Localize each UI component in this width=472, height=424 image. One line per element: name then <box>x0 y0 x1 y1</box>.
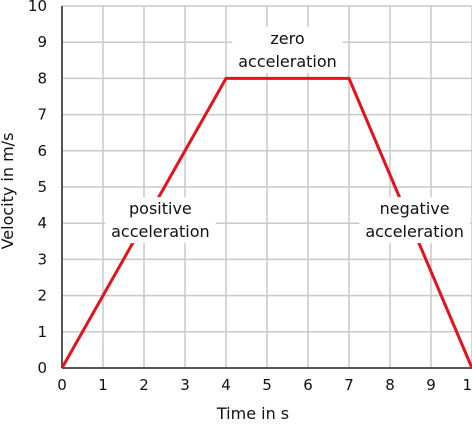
x-tick-label: 6 <box>303 376 313 394</box>
annotation-0: zero acceleration <box>232 26 343 73</box>
x-axis-title: Time in s <box>216 404 289 423</box>
annotation-2: negative acceleration <box>359 197 470 244</box>
tick-labels: 0 1 2 3 4 5 6 7 8 9 10 0 1 2 3 4 5 6 7 8 9 10 <box>28 0 472 394</box>
annotation-background <box>232 26 343 73</box>
x-tick-label: 2 <box>139 376 149 394</box>
y-tick-label: 9 <box>37 33 47 51</box>
annotation-text-line: acceleration <box>238 52 337 71</box>
annotation-text-line: negative <box>380 199 450 218</box>
x-tick-label: 0 <box>57 376 67 394</box>
x-tick-label: 5 <box>262 376 272 394</box>
y-tick-label: 1 <box>37 323 47 341</box>
annotations: zeroaccelerationpositiveaccelerationnega… <box>105 26 470 244</box>
x-tick-label: 3 <box>180 376 190 394</box>
annotation-text-line: acceleration <box>111 222 210 241</box>
y-tick-label: 10 <box>28 0 47 15</box>
annotation-1: positive acceleration <box>105 197 216 244</box>
y-tick-label: 6 <box>37 142 47 160</box>
annotation-text-line: positive <box>129 199 192 218</box>
y-tick-label: 4 <box>37 214 47 232</box>
x-tick-label: 1 <box>98 376 108 394</box>
y-tick-label: 3 <box>37 250 47 268</box>
y-tick-label: 7 <box>37 106 47 124</box>
annotation-text-line: acceleration <box>365 222 464 241</box>
annotation-background <box>105 197 216 244</box>
annotation-background <box>359 197 470 244</box>
y-tick-label: 0 <box>37 359 47 377</box>
x-tick-label: 9 <box>426 376 436 394</box>
y-tick-label: 5 <box>37 178 47 196</box>
annotation-text-line: zero <box>270 29 304 48</box>
x-tick-label: 7 <box>344 376 354 394</box>
x-tick-label: 10 <box>462 376 472 394</box>
x-tick-label: 8 <box>385 376 395 394</box>
axes <box>61 6 472 369</box>
y-tick-label: 2 <box>37 287 47 305</box>
x-tick-label: 4 <box>221 376 231 394</box>
y-tick-label: 8 <box>37 69 47 87</box>
y-axis-title: Velocity in m/s <box>0 133 17 250</box>
